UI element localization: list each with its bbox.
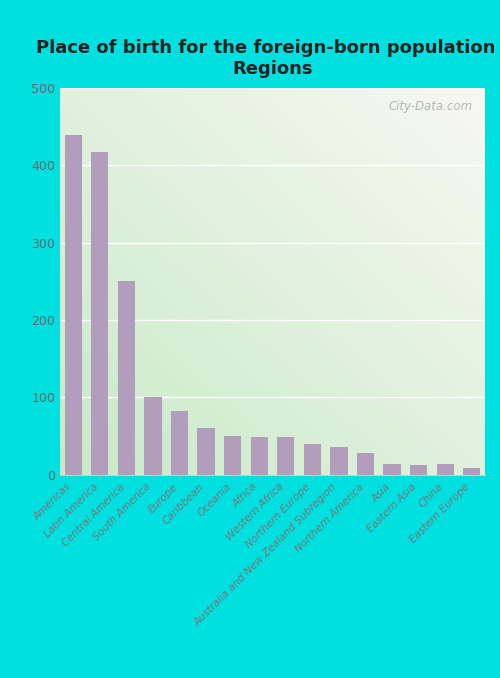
Bar — [304, 443, 321, 475]
Bar — [118, 281, 135, 475]
Bar — [250, 437, 268, 475]
Bar — [384, 464, 400, 475]
Bar — [330, 447, 347, 475]
Title: Place of birth for the foreign-born population -
Regions: Place of birth for the foreign-born popu… — [36, 39, 500, 78]
Text: City-Data.com: City-Data.com — [388, 100, 472, 113]
Bar — [410, 464, 427, 475]
Bar — [64, 134, 82, 475]
Bar — [224, 436, 242, 475]
Bar — [277, 437, 294, 475]
Bar — [198, 428, 214, 475]
Bar — [357, 453, 374, 475]
Bar — [144, 397, 162, 475]
Bar — [463, 468, 480, 475]
Bar — [436, 464, 454, 475]
Bar — [171, 412, 188, 475]
Bar — [91, 151, 108, 475]
